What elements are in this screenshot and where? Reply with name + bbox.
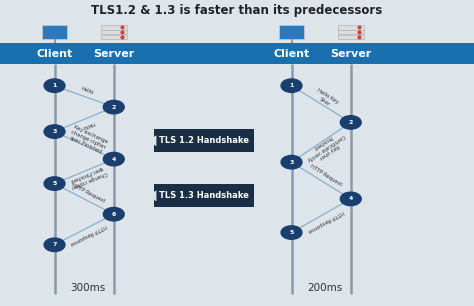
Text: HTTP Response: HTTP Response [69,223,108,246]
Text: Server: Server [93,49,135,58]
FancyBboxPatch shape [338,35,364,39]
Text: 1: 1 [52,83,57,88]
FancyBboxPatch shape [338,30,364,34]
Circle shape [44,177,65,190]
Text: TLS 1.3 Handshake: TLS 1.3 Handshake [159,191,249,200]
Text: Key exchange
change cipher
spec,Finished: Key exchange change cipher spec,Finished [67,125,109,155]
Circle shape [44,238,65,252]
Text: 4: 4 [348,196,353,201]
Circle shape [44,79,65,92]
FancyBboxPatch shape [42,25,67,39]
Text: 5: 5 [52,181,57,186]
Circle shape [103,100,124,114]
FancyBboxPatch shape [101,30,127,34]
Text: 200ms: 200ms [307,283,342,293]
Text: 7: 7 [52,242,57,247]
Text: 1: 1 [289,83,294,88]
Text: Server: Server [330,49,372,58]
Text: TLS 1.2 Handshake: TLS 1.2 Handshake [159,136,249,145]
Circle shape [103,207,124,221]
FancyBboxPatch shape [154,129,254,152]
Circle shape [44,125,65,138]
Text: 5: 5 [289,230,294,235]
Text: 3: 3 [52,129,57,134]
Text: 4: 4 [111,157,116,162]
Circle shape [340,116,361,129]
Text: Client: Client [273,49,310,58]
Text: HTTP Request: HTTP Request [309,164,343,187]
Text: HTTP Response: HTTP Response [307,209,344,233]
Text: 300ms: 300ms [70,283,105,293]
FancyBboxPatch shape [101,35,127,39]
Text: Client: Client [36,49,73,58]
Text: 3: 3 [289,160,294,165]
Text: Hello: Hello [81,120,95,130]
Polygon shape [148,190,156,201]
Circle shape [281,226,302,239]
Text: HTTP Request: HTTP Request [71,183,106,204]
Text: 2: 2 [348,120,353,125]
Circle shape [281,155,302,169]
Text: Change cipher
spec,Finished: Change cipher spec,Finished [68,165,108,189]
FancyBboxPatch shape [279,25,304,39]
Text: 2: 2 [111,105,116,110]
FancyBboxPatch shape [154,184,254,207]
Text: Key sher
Certificate verify
Finished: Key sher Certificate verify Finished [303,128,349,166]
Circle shape [340,192,361,206]
Text: TLS1.2 & 1.3 is faster than its predecessors: TLS1.2 & 1.3 is faster than its predeces… [91,4,383,17]
Text: 6: 6 [111,212,116,217]
FancyBboxPatch shape [101,25,127,29]
Text: Hello: Hello [81,86,94,95]
Text: Hello Key
Sher: Hello Key Sher [312,88,339,110]
FancyBboxPatch shape [338,25,364,29]
Circle shape [281,79,302,92]
Circle shape [103,152,124,166]
FancyBboxPatch shape [0,43,474,64]
Polygon shape [148,135,156,146]
